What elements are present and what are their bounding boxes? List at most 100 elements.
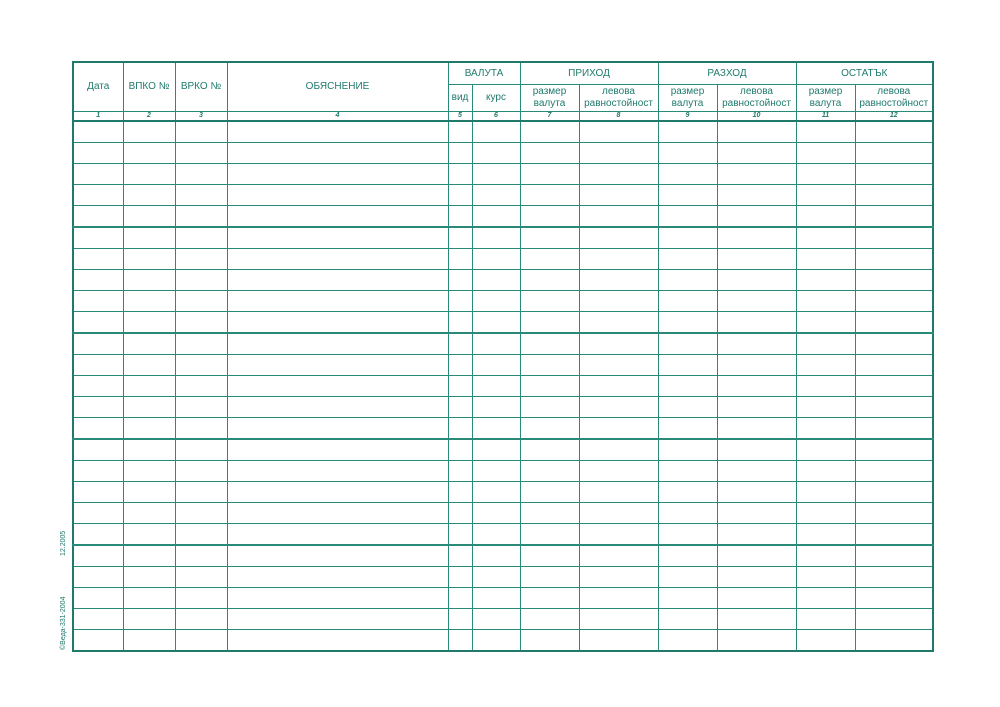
- ledger-cell[interactable]: [854, 523, 934, 546]
- ledger-cell[interactable]: [72, 587, 124, 609]
- ledger-cell[interactable]: [519, 502, 580, 524]
- ledger-cell[interactable]: [519, 417, 580, 440]
- ledger-cell[interactable]: [447, 226, 473, 249]
- ledger-cell[interactable]: [447, 184, 473, 206]
- ledger-cell[interactable]: [447, 608, 473, 630]
- ledger-cell[interactable]: [471, 248, 521, 270]
- ledger-cell[interactable]: [122, 375, 176, 397]
- ledger-cell[interactable]: [226, 205, 449, 228]
- ledger-cell[interactable]: [716, 290, 797, 312]
- ledger-cell[interactable]: [174, 481, 228, 503]
- ledger-cell[interactable]: [795, 354, 856, 376]
- ledger-cell[interactable]: [226, 248, 449, 270]
- ledger-cell[interactable]: [122, 142, 176, 164]
- ledger-cell[interactable]: [854, 375, 934, 397]
- ledger-cell[interactable]: [471, 163, 521, 185]
- ledger-cell[interactable]: [447, 417, 473, 440]
- ledger-cell[interactable]: [578, 184, 659, 206]
- ledger-cell[interactable]: [174, 502, 228, 524]
- ledger-cell[interactable]: [122, 290, 176, 312]
- ledger-cell[interactable]: [519, 438, 580, 461]
- ledger-cell[interactable]: [716, 375, 797, 397]
- ledger-cell[interactable]: [471, 523, 521, 546]
- ledger-cell[interactable]: [854, 142, 934, 164]
- ledger-cell[interactable]: [226, 481, 449, 503]
- ledger-cell[interactable]: [657, 566, 718, 588]
- ledger-cell[interactable]: [122, 481, 176, 503]
- ledger-cell[interactable]: [174, 396, 228, 418]
- ledger-cell[interactable]: [226, 396, 449, 418]
- ledger-cell[interactable]: [226, 608, 449, 630]
- ledger-cell[interactable]: [578, 544, 659, 567]
- ledger-cell[interactable]: [72, 396, 124, 418]
- ledger-cell[interactable]: [226, 629, 449, 652]
- ledger-cell[interactable]: [657, 184, 718, 206]
- ledger-cell[interactable]: [519, 120, 580, 143]
- ledger-cell[interactable]: [578, 163, 659, 185]
- ledger-cell[interactable]: [122, 608, 176, 630]
- ledger-cell[interactable]: [716, 481, 797, 503]
- ledger-cell[interactable]: [578, 481, 659, 503]
- ledger-cell[interactable]: [471, 142, 521, 164]
- ledger-cell[interactable]: [795, 544, 856, 567]
- ledger-cell[interactable]: [716, 566, 797, 588]
- ledger-cell[interactable]: [471, 332, 521, 355]
- ledger-cell[interactable]: [578, 120, 659, 143]
- ledger-cell[interactable]: [795, 481, 856, 503]
- ledger-cell[interactable]: [716, 142, 797, 164]
- ledger-cell[interactable]: [657, 544, 718, 567]
- ledger-cell[interactable]: [122, 226, 176, 249]
- ledger-cell[interactable]: [471, 608, 521, 630]
- ledger-cell[interactable]: [519, 290, 580, 312]
- ledger-cell[interactable]: [174, 544, 228, 567]
- ledger-cell[interactable]: [226, 544, 449, 567]
- ledger-cell[interactable]: [578, 205, 659, 228]
- ledger-cell[interactable]: [471, 120, 521, 143]
- ledger-cell[interactable]: [226, 290, 449, 312]
- ledger-cell[interactable]: [854, 332, 934, 355]
- ledger-cell[interactable]: [657, 438, 718, 461]
- ledger-cell[interactable]: [471, 587, 521, 609]
- ledger-cell[interactable]: [578, 142, 659, 164]
- ledger-cell[interactable]: [657, 587, 718, 609]
- ledger-cell[interactable]: [122, 523, 176, 546]
- ledger-cell[interactable]: [657, 269, 718, 291]
- ledger-cell[interactable]: [854, 120, 934, 143]
- ledger-cell[interactable]: [795, 226, 856, 249]
- ledger-cell[interactable]: [122, 354, 176, 376]
- ledger-cell[interactable]: [174, 226, 228, 249]
- ledger-cell[interactable]: [519, 354, 580, 376]
- ledger-cell[interactable]: [174, 629, 228, 652]
- ledger-cell[interactable]: [795, 587, 856, 609]
- ledger-cell[interactable]: [72, 163, 124, 185]
- ledger-cell[interactable]: [72, 248, 124, 270]
- ledger-cell[interactable]: [854, 311, 934, 334]
- ledger-cell[interactable]: [72, 332, 124, 355]
- ledger-cell[interactable]: [519, 396, 580, 418]
- ledger-cell[interactable]: [716, 502, 797, 524]
- ledger-cell[interactable]: [519, 544, 580, 567]
- ledger-cell[interactable]: [122, 120, 176, 143]
- ledger-cell[interactable]: [578, 248, 659, 270]
- ledger-cell[interactable]: [471, 226, 521, 249]
- ledger-cell[interactable]: [72, 544, 124, 567]
- ledger-cell[interactable]: [657, 375, 718, 397]
- ledger-cell[interactable]: [447, 502, 473, 524]
- ledger-cell[interactable]: [122, 184, 176, 206]
- ledger-cell[interactable]: [657, 396, 718, 418]
- ledger-cell[interactable]: [854, 226, 934, 249]
- ledger-cell[interactable]: [657, 290, 718, 312]
- ledger-cell[interactable]: [854, 269, 934, 291]
- ledger-cell[interactable]: [226, 332, 449, 355]
- ledger-cell[interactable]: [854, 248, 934, 270]
- ledger-cell[interactable]: [854, 544, 934, 567]
- ledger-cell[interactable]: [471, 629, 521, 652]
- ledger-cell[interactable]: [519, 460, 580, 482]
- ledger-cell[interactable]: [716, 354, 797, 376]
- ledger-cell[interactable]: [578, 417, 659, 440]
- ledger-cell[interactable]: [72, 354, 124, 376]
- ledger-cell[interactable]: [657, 523, 718, 546]
- ledger-cell[interactable]: [795, 396, 856, 418]
- ledger-cell[interactable]: [447, 163, 473, 185]
- ledger-cell[interactable]: [657, 354, 718, 376]
